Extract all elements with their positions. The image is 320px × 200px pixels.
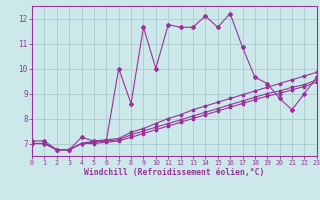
- X-axis label: Windchill (Refroidissement éolien,°C): Windchill (Refroidissement éolien,°C): [84, 168, 265, 177]
